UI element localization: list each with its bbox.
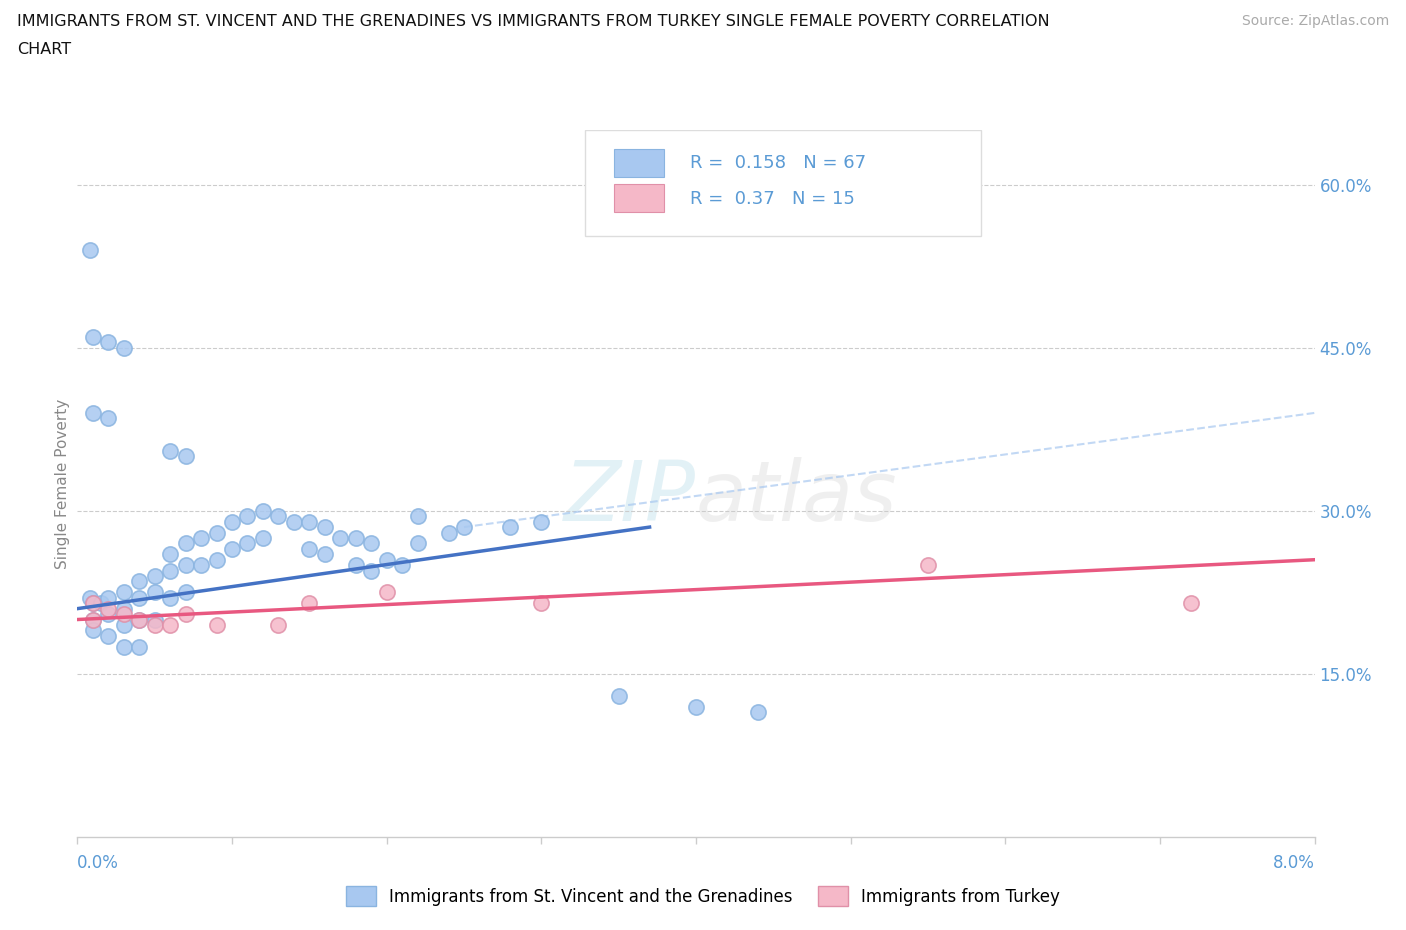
- Point: [329, 530, 352, 545]
- Point: [205, 525, 228, 540]
- Point: [128, 639, 150, 654]
- Point: [190, 530, 212, 545]
- Point: [236, 509, 259, 524]
- Point: [1180, 596, 1202, 611]
- Point: [159, 591, 181, 605]
- Point: [82, 612, 104, 627]
- Point: [112, 618, 135, 632]
- Point: [112, 601, 135, 616]
- Point: [159, 547, 181, 562]
- Point: [174, 606, 197, 621]
- Point: [174, 558, 197, 573]
- Point: [298, 541, 321, 556]
- Text: IMMIGRANTS FROM ST. VINCENT AND THE GRENADINES VS IMMIGRANTS FROM TURKEY SINGLE : IMMIGRANTS FROM ST. VINCENT AND THE GREN…: [17, 14, 1049, 29]
- Point: [82, 596, 104, 611]
- Point: [79, 591, 101, 605]
- Point: [499, 520, 522, 535]
- Point: [97, 629, 120, 644]
- Point: [221, 541, 243, 556]
- Point: [82, 623, 104, 638]
- Point: [112, 639, 135, 654]
- Text: atlas: atlas: [696, 458, 897, 538]
- Point: [360, 564, 382, 578]
- FancyBboxPatch shape: [614, 184, 664, 212]
- Point: [159, 444, 181, 458]
- Text: R =  0.37   N = 15: R = 0.37 N = 15: [690, 190, 855, 207]
- Point: [97, 335, 120, 350]
- Point: [252, 503, 274, 518]
- Point: [375, 585, 398, 600]
- Point: [79, 243, 101, 258]
- Point: [174, 449, 197, 464]
- Text: Source: ZipAtlas.com: Source: ZipAtlas.com: [1241, 14, 1389, 28]
- Point: [97, 591, 120, 605]
- Point: [112, 585, 135, 600]
- Point: [143, 618, 166, 632]
- Point: [159, 618, 181, 632]
- Point: [406, 536, 429, 551]
- Point: [82, 329, 104, 344]
- Point: [344, 530, 367, 545]
- Point: [747, 705, 769, 720]
- Point: [143, 612, 166, 627]
- Point: [607, 688, 630, 703]
- Text: R =  0.158   N = 67: R = 0.158 N = 67: [690, 154, 866, 172]
- Point: [128, 574, 150, 589]
- Point: [453, 520, 475, 535]
- Point: [267, 509, 290, 524]
- Point: [82, 405, 104, 420]
- Point: [174, 585, 197, 600]
- Point: [530, 596, 553, 611]
- Point: [97, 601, 120, 616]
- Point: [437, 525, 460, 540]
- Point: [205, 618, 228, 632]
- Point: [205, 552, 228, 567]
- Text: ZIP: ZIP: [564, 458, 696, 538]
- Point: [917, 558, 939, 573]
- Y-axis label: Single Female Poverty: Single Female Poverty: [55, 398, 70, 569]
- Point: [128, 612, 150, 627]
- Point: [252, 530, 274, 545]
- Point: [221, 514, 243, 529]
- Point: [530, 514, 553, 529]
- Point: [685, 699, 707, 714]
- Point: [298, 596, 321, 611]
- Point: [314, 520, 336, 535]
- Point: [159, 564, 181, 578]
- Point: [391, 558, 413, 573]
- Point: [283, 514, 305, 529]
- Point: [174, 536, 197, 551]
- Point: [406, 509, 429, 524]
- Point: [267, 618, 290, 632]
- Point: [143, 568, 166, 583]
- Point: [236, 536, 259, 551]
- Point: [112, 340, 135, 355]
- Text: 8.0%: 8.0%: [1272, 854, 1315, 872]
- Point: [97, 411, 120, 426]
- Point: [128, 591, 150, 605]
- Point: [128, 612, 150, 627]
- Text: CHART: CHART: [17, 42, 70, 57]
- Point: [112, 606, 135, 621]
- Point: [90, 596, 111, 611]
- Point: [344, 558, 367, 573]
- Point: [375, 552, 398, 567]
- Point: [190, 558, 212, 573]
- Point: [82, 612, 104, 627]
- FancyBboxPatch shape: [585, 130, 980, 236]
- Point: [360, 536, 382, 551]
- FancyBboxPatch shape: [614, 149, 664, 177]
- Point: [314, 547, 336, 562]
- Text: 0.0%: 0.0%: [77, 854, 120, 872]
- Legend: Immigrants from St. Vincent and the Grenadines, Immigrants from Turkey: Immigrants from St. Vincent and the Gren…: [339, 880, 1067, 912]
- Point: [143, 585, 166, 600]
- Point: [97, 606, 120, 621]
- Point: [82, 596, 104, 611]
- Point: [298, 514, 321, 529]
